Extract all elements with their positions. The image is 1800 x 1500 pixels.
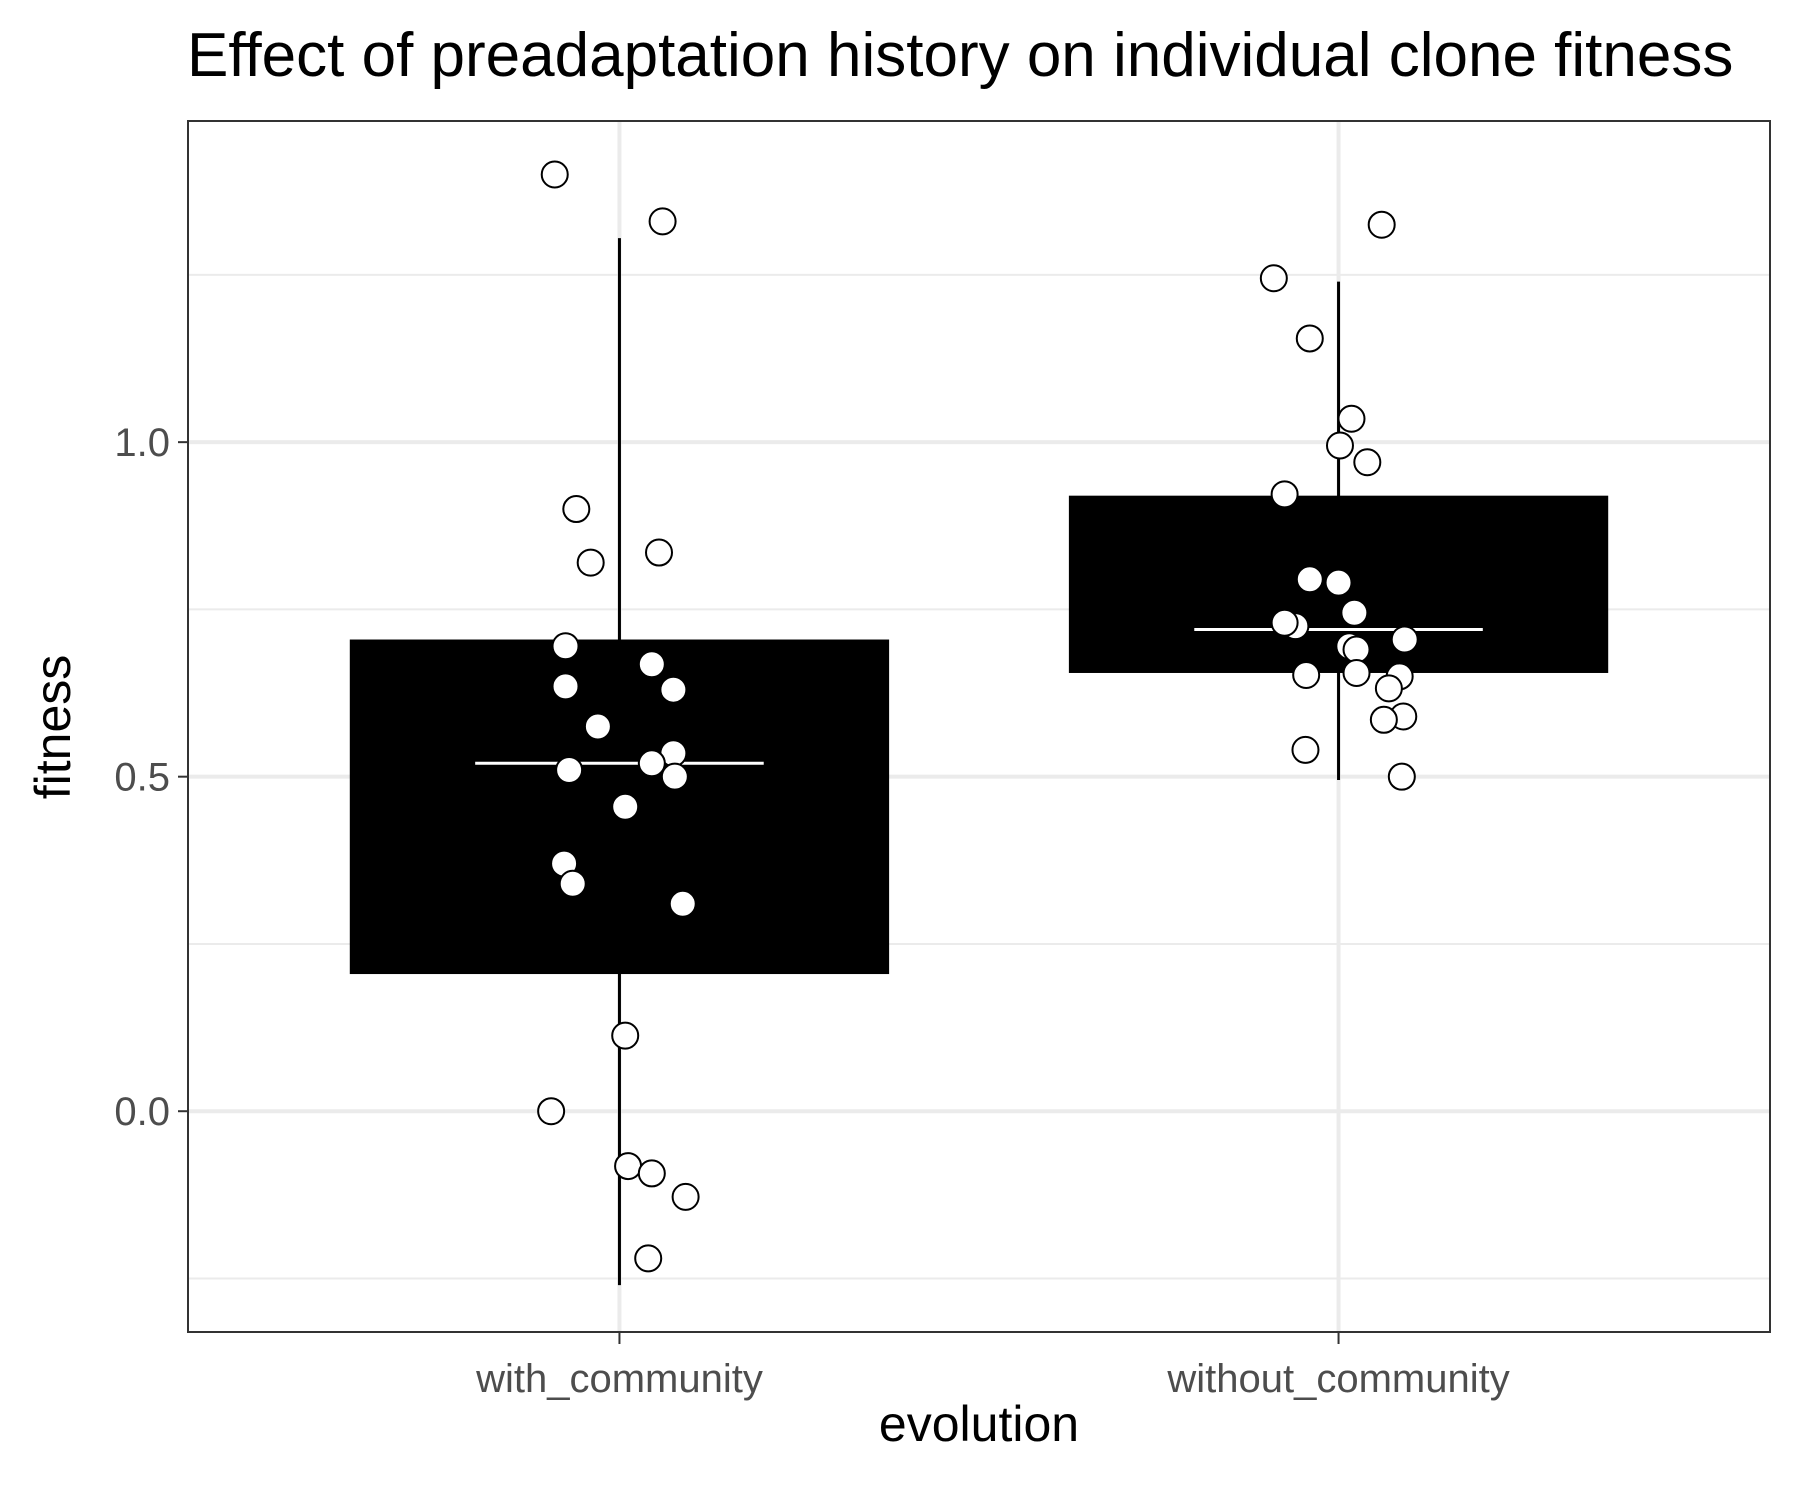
y-tick-label: 0.0 xyxy=(114,1090,170,1134)
data-point xyxy=(1270,480,1299,509)
data-point xyxy=(659,675,688,704)
data-point xyxy=(555,755,584,784)
y-tick-label: 1.0 xyxy=(114,421,170,465)
x-tick-label: without_community xyxy=(1166,1357,1509,1401)
data-point xyxy=(1295,324,1324,353)
data-point xyxy=(1353,448,1382,477)
data-point xyxy=(1324,568,1353,597)
data-point xyxy=(1342,635,1371,664)
data-point xyxy=(660,762,689,791)
y-tick-label: 0.5 xyxy=(114,756,170,800)
data-point xyxy=(1295,565,1324,594)
data-point xyxy=(645,538,674,567)
data-point xyxy=(576,548,605,577)
data-point xyxy=(1374,674,1403,703)
data-point xyxy=(1270,608,1299,637)
data-point xyxy=(537,1097,566,1126)
data-point xyxy=(1342,658,1371,687)
data-point xyxy=(551,672,580,701)
data-point xyxy=(1291,735,1320,764)
data-point xyxy=(1387,762,1416,791)
data-point xyxy=(562,495,591,524)
data-point xyxy=(614,1152,643,1181)
boxes xyxy=(349,238,1609,1286)
data-point xyxy=(668,889,697,918)
data-point xyxy=(637,1159,666,1188)
axes: 0.0 0.5 1.0 with_community without_community xyxy=(114,421,1509,1401)
data-point xyxy=(1292,660,1321,689)
x-tick-label: with_community xyxy=(475,1357,763,1401)
data-point xyxy=(1390,625,1419,654)
data-point xyxy=(558,869,587,898)
data-point xyxy=(611,1021,640,1050)
data-point xyxy=(551,632,580,661)
data-points xyxy=(537,160,1419,1273)
data-point xyxy=(1367,210,1396,239)
data-point xyxy=(671,1182,700,1211)
data-point xyxy=(648,207,677,236)
data-point xyxy=(634,1244,663,1273)
data-point xyxy=(1369,705,1398,734)
data-point xyxy=(1259,264,1288,293)
x-axis-title: evolution xyxy=(879,1396,1079,1452)
data-point xyxy=(583,712,612,741)
panel-border xyxy=(187,120,1771,1333)
data-point xyxy=(611,792,640,821)
chart-title: Effect of preadaptation history on indiv… xyxy=(187,21,1733,90)
data-point xyxy=(540,160,569,189)
data-point xyxy=(1340,598,1369,627)
data-point xyxy=(637,650,666,679)
data-point xyxy=(637,749,666,778)
y-axis-title: fitness xyxy=(25,655,81,800)
data-point xyxy=(1325,431,1354,460)
data-point xyxy=(1337,404,1366,433)
